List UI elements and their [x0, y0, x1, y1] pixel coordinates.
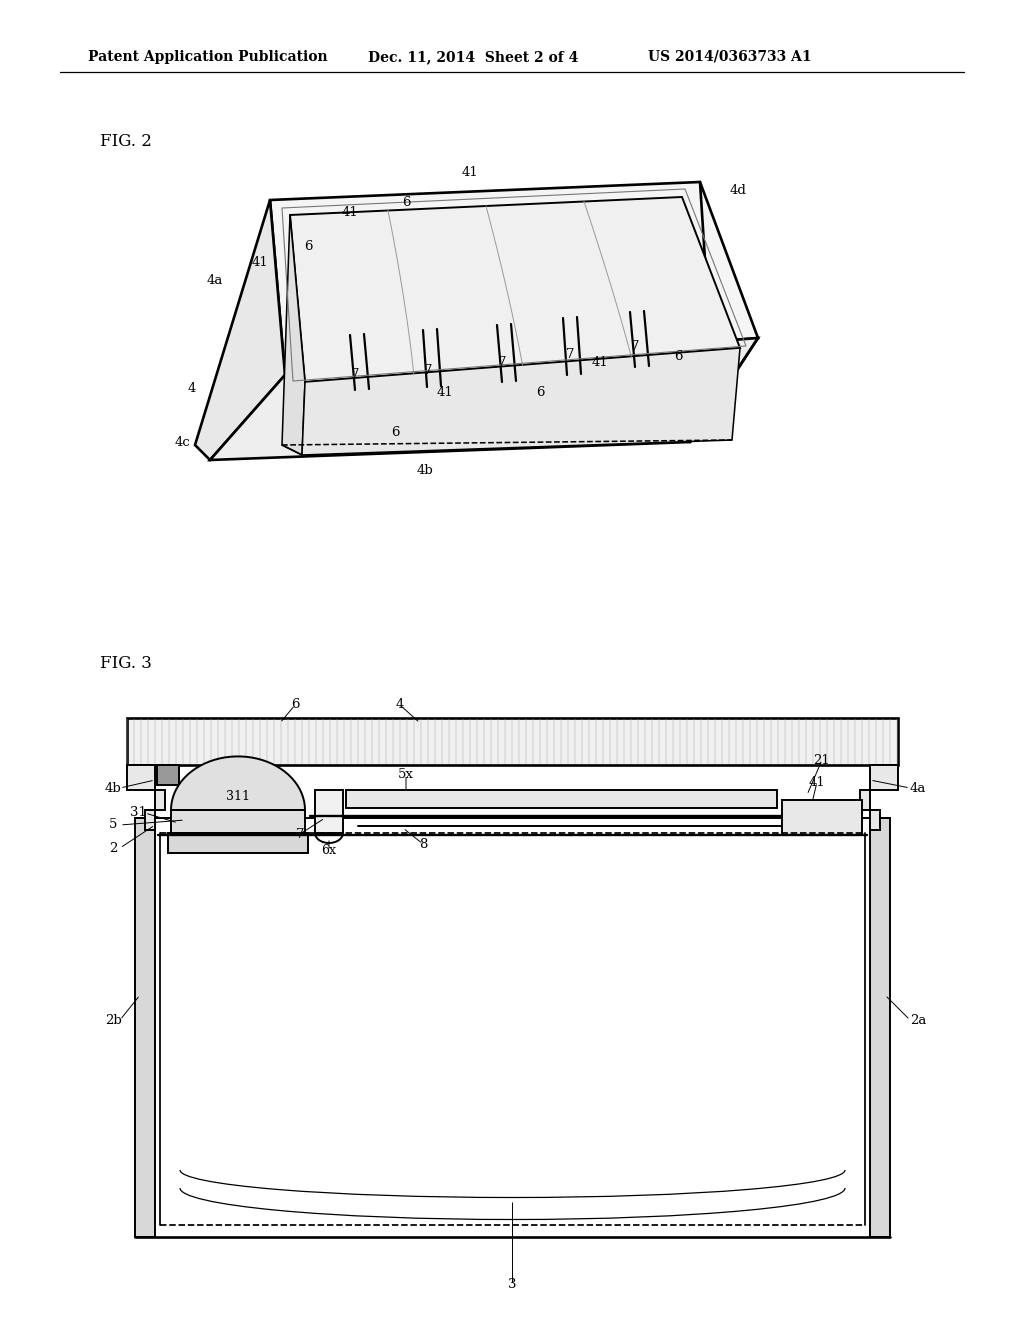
Text: Patent Application Publication: Patent Application Publication — [88, 50, 328, 63]
Text: 4b: 4b — [417, 463, 433, 477]
Text: 21: 21 — [814, 754, 830, 767]
Text: 4c: 4c — [174, 437, 189, 450]
Text: 7: 7 — [565, 348, 574, 362]
Polygon shape — [860, 766, 898, 830]
Text: US 2014/0363733 A1: US 2014/0363733 A1 — [648, 50, 812, 63]
Polygon shape — [127, 718, 898, 766]
Text: 41: 41 — [436, 387, 454, 400]
Text: 41: 41 — [462, 166, 478, 180]
Text: 41: 41 — [592, 356, 608, 370]
Text: 6: 6 — [304, 240, 312, 253]
Polygon shape — [127, 766, 165, 830]
Text: 6x: 6x — [322, 845, 337, 858]
Text: 6: 6 — [391, 425, 399, 438]
Polygon shape — [270, 182, 758, 375]
Polygon shape — [346, 789, 777, 808]
Text: 4d: 4d — [729, 183, 746, 197]
Text: 311: 311 — [226, 789, 250, 803]
Text: 7: 7 — [296, 828, 304, 841]
Text: 41: 41 — [809, 776, 825, 788]
Text: 4b: 4b — [104, 781, 122, 795]
Text: 2: 2 — [109, 842, 117, 854]
Polygon shape — [210, 338, 758, 459]
Polygon shape — [302, 348, 740, 455]
Text: FIG. 3: FIG. 3 — [100, 655, 152, 672]
Polygon shape — [135, 818, 155, 1237]
Polygon shape — [171, 756, 305, 810]
Text: Dec. 11, 2014  Sheet 2 of 4: Dec. 11, 2014 Sheet 2 of 4 — [368, 50, 579, 63]
Text: 5x: 5x — [398, 768, 414, 781]
Text: FIG. 2: FIG. 2 — [100, 133, 152, 150]
Text: 41: 41 — [342, 206, 358, 219]
Polygon shape — [171, 810, 305, 833]
Text: 4a: 4a — [909, 781, 926, 795]
Polygon shape — [282, 215, 305, 455]
Text: 41: 41 — [252, 256, 268, 269]
Text: 7: 7 — [498, 356, 506, 370]
Text: 6: 6 — [291, 698, 299, 711]
Text: 7: 7 — [424, 363, 432, 376]
Text: 8: 8 — [419, 837, 427, 850]
Text: 6: 6 — [536, 385, 544, 399]
Text: 5: 5 — [109, 818, 117, 832]
Polygon shape — [315, 789, 343, 833]
Polygon shape — [782, 800, 862, 836]
Text: 31: 31 — [130, 807, 146, 820]
Text: 2b: 2b — [104, 1014, 122, 1027]
Polygon shape — [290, 197, 740, 381]
Text: 3: 3 — [508, 1279, 517, 1291]
Text: 6: 6 — [674, 351, 682, 363]
Polygon shape — [157, 766, 179, 785]
Polygon shape — [168, 833, 308, 853]
Text: 4a: 4a — [207, 273, 223, 286]
Polygon shape — [195, 201, 285, 459]
Text: 4: 4 — [187, 381, 197, 395]
Text: 4: 4 — [396, 698, 404, 711]
Polygon shape — [870, 818, 890, 1237]
Text: 2a: 2a — [909, 1014, 926, 1027]
Text: 7: 7 — [351, 368, 359, 381]
Text: 7: 7 — [631, 341, 639, 354]
Text: 6: 6 — [401, 197, 411, 210]
